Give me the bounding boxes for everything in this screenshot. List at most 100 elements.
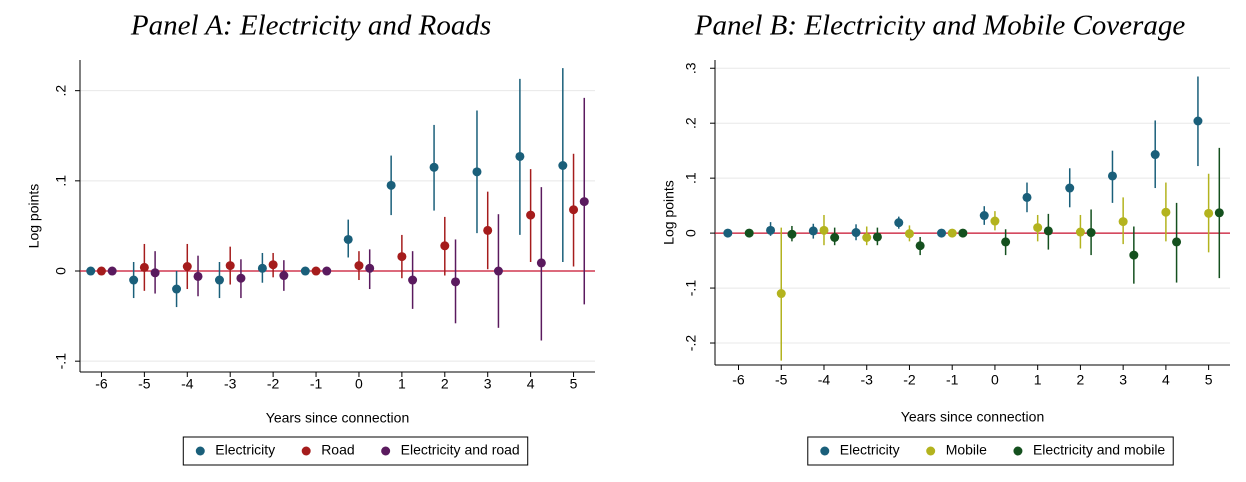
point: [915, 241, 925, 251]
y-tick-label: .3: [683, 62, 699, 74]
point: [558, 161, 568, 171]
point: [311, 266, 321, 276]
legend-marker: [926, 446, 936, 456]
y-tick-label: .1: [683, 172, 699, 184]
point: [579, 197, 589, 207]
chart-title: Panel B: Electricity and Mobile Coverage: [694, 10, 1186, 42]
point: [451, 277, 461, 287]
x-tick-label: 5: [1205, 372, 1213, 388]
point: [776, 289, 786, 299]
legend-marker: [301, 446, 311, 456]
point: [107, 266, 117, 276]
x-axis-title: Years since connection: [901, 409, 1044, 425]
point: [236, 273, 246, 283]
point: [150, 268, 160, 278]
point: [1172, 237, 1182, 247]
point: [872, 232, 882, 242]
point: [1193, 116, 1203, 126]
x-tick-label: -4: [818, 372, 831, 388]
point: [300, 266, 310, 276]
y-tick-label: .2: [683, 117, 699, 129]
point: [268, 260, 278, 270]
point: [958, 228, 968, 238]
x-tick-label: 0: [991, 372, 999, 388]
legend-label: Mobile: [946, 442, 987, 458]
point: [386, 180, 396, 190]
point: [1001, 237, 1011, 247]
point: [1065, 183, 1075, 193]
legend: Electricity Road Electricity and road: [182, 436, 529, 466]
x-tick-label: 1: [398, 376, 406, 392]
point: [787, 229, 797, 239]
legend-marker: [1013, 446, 1023, 456]
x-axis-title: Years since connection: [266, 410, 409, 426]
y-tick-label: .1: [53, 175, 69, 187]
point: [1022, 192, 1032, 202]
legend-label: Electricity and mobile: [1033, 442, 1165, 458]
x-tick-label: 5: [570, 376, 578, 392]
point: [1086, 228, 1096, 238]
x-tick-label: -3: [860, 372, 873, 388]
point: [830, 233, 840, 243]
x-tick-label: -6: [732, 372, 745, 388]
y-tick-label: 0: [53, 267, 69, 275]
point: [397, 252, 407, 262]
legend-label: Electricity and road: [401, 442, 520, 458]
x-tick-label: 4: [1162, 372, 1170, 388]
y-tick-label: -.1: [683, 280, 699, 297]
point: [182, 261, 192, 271]
point: [990, 216, 1000, 226]
point: [536, 258, 546, 268]
y-tick-label: .2: [53, 85, 69, 97]
point: [279, 271, 289, 281]
legend-marker: [195, 446, 205, 456]
x-tick-label: -5: [775, 372, 788, 388]
legend-box: [807, 436, 1174, 466]
x-tick-label: 0: [355, 376, 363, 392]
y-tick-label: -.2: [683, 335, 699, 352]
point: [322, 266, 332, 276]
x-tick-label: 3: [1119, 372, 1127, 388]
legend-marker: [381, 446, 391, 456]
point: [526, 210, 536, 220]
x-tick-label: -1: [310, 376, 323, 392]
point: [947, 228, 957, 238]
point: [1075, 227, 1085, 237]
point: [86, 266, 96, 276]
point: [937, 228, 947, 238]
point: [472, 167, 482, 177]
point: [225, 261, 235, 271]
x-tick-label: -6: [95, 376, 108, 392]
point: [1118, 217, 1128, 227]
point: [1043, 226, 1053, 236]
legend-label: Road: [321, 442, 354, 458]
chart-title: Panel A: Electricity and Roads: [130, 10, 491, 42]
x-tick-label: -4: [181, 376, 194, 392]
point: [894, 218, 904, 228]
legend-label: Electricity: [840, 442, 900, 458]
legend-box: [182, 436, 529, 466]
point: [569, 205, 579, 215]
point: [1204, 208, 1214, 218]
legend-marker: [820, 446, 830, 456]
point: [808, 226, 818, 236]
x-tick-label: -5: [138, 376, 151, 392]
x-tick-label: -2: [903, 372, 916, 388]
point: [172, 284, 182, 294]
point: [214, 275, 224, 285]
x-tick-label: 2: [441, 376, 449, 392]
point: [766, 225, 776, 235]
point: [257, 263, 267, 273]
point: [1033, 223, 1043, 233]
point: [408, 275, 418, 285]
x-tick-label: 1: [1034, 372, 1042, 388]
point: [1107, 171, 1117, 181]
point: [723, 228, 733, 238]
point: [744, 228, 754, 238]
x-tick-label: 3: [484, 376, 492, 392]
point: [904, 229, 914, 239]
legend-label: Electricity: [215, 442, 275, 458]
x-tick-label: -1: [946, 372, 959, 388]
point: [819, 225, 829, 235]
point: [483, 225, 493, 235]
